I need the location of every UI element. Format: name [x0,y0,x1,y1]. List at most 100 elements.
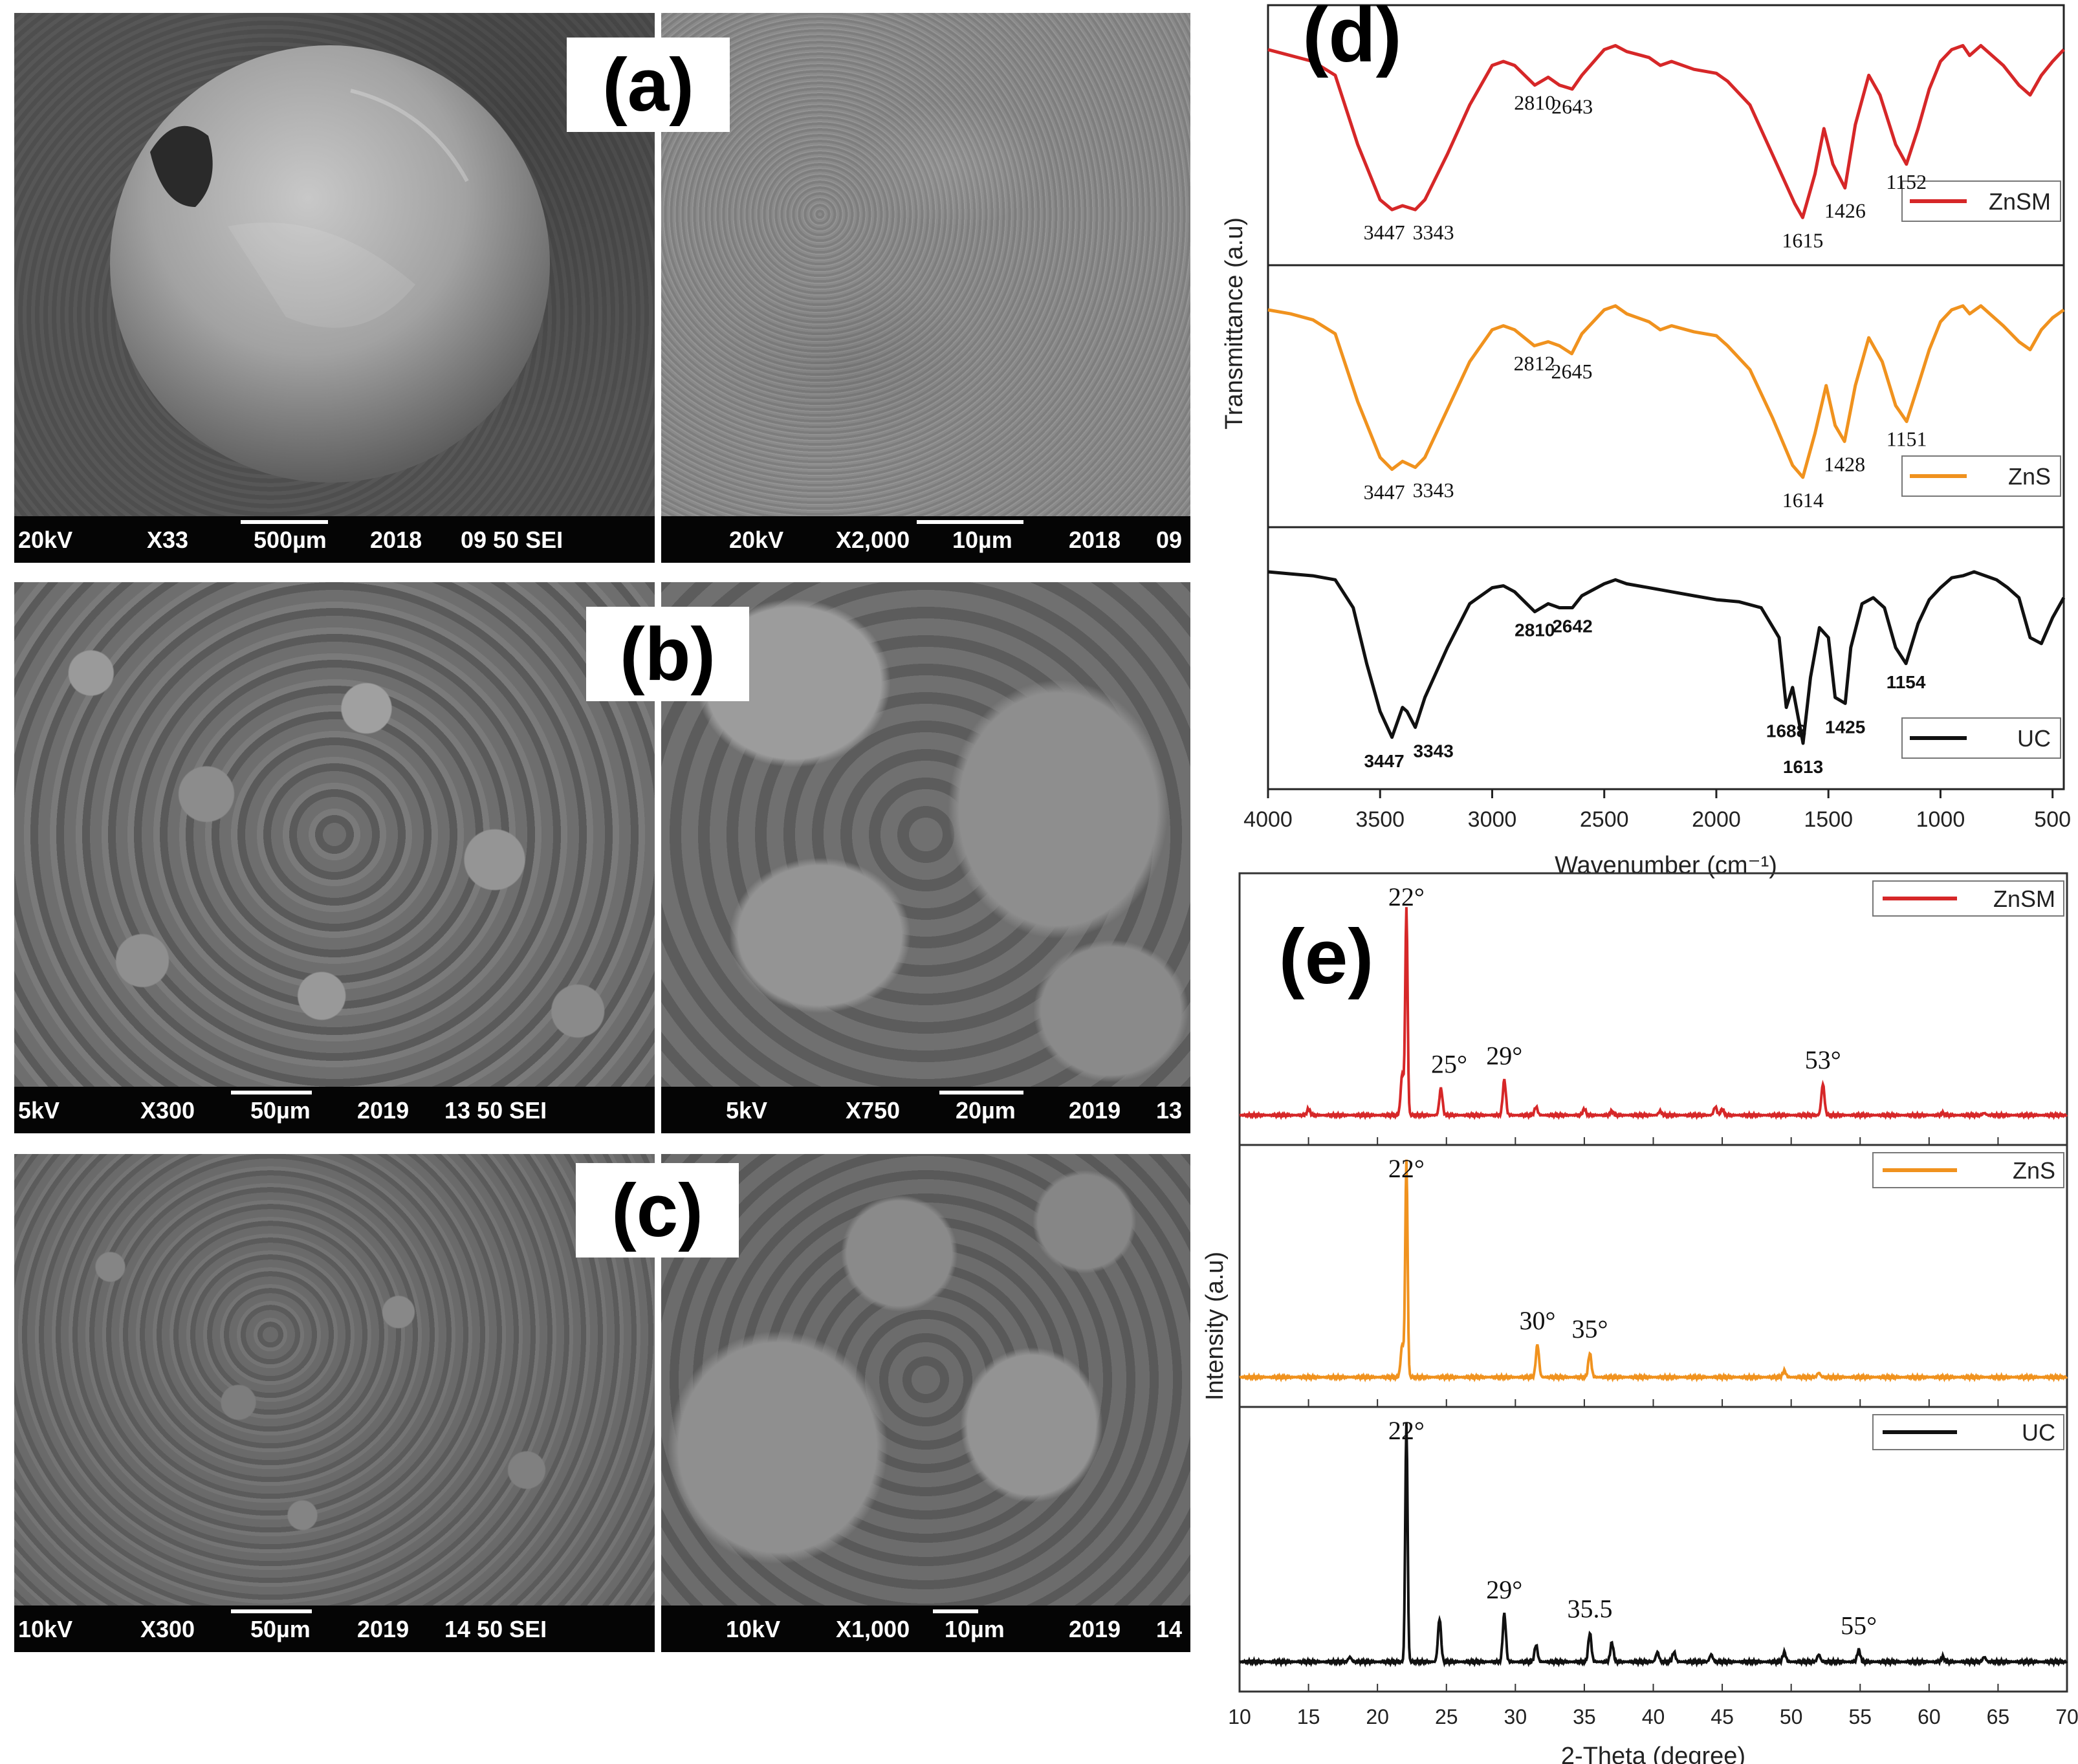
ftir-legend-label: UC [2017,725,2051,752]
xrd-x-tick-label: 25 [1435,1705,1458,1728]
panel-label-a: (a) [567,38,730,132]
sem-magnification: X300 [140,1097,195,1124]
sem-info-bar: 20kV X2,000 10µm 2018 09 [661,516,1190,563]
sem-year: 2019 [357,1616,410,1642]
ftir-peak-label: 1688 [1766,721,1806,741]
xrd-series-uc [1239,1422,2068,1668]
sem-voltage: 5kV [726,1097,768,1124]
sem-code: 09 [1156,527,1183,553]
xrd-peak-label: 30° [1519,1306,1555,1335]
xrd-x-tick-label: 70 [2055,1705,2078,1728]
sem-info-bar: 20kV X33 500µm 2018 09 50 SEI [14,516,655,563]
sem-voltage: 10kV [18,1616,73,1642]
sem-info-bar: 10kV X300 50µm 2019 14 50 SEI [14,1606,655,1652]
ftir-y-axis-label: Transmittance (a.u) [1221,217,1248,430]
xrd-x-tick-label: 55 [1848,1705,1872,1728]
sem-voltage: 20kV [729,527,784,553]
sem-texture [14,1154,655,1606]
ftir-peak-label: 1426 [1824,199,1866,222]
sem-scale-label: 500µm [254,527,327,553]
xrd-series-znsm [1239,907,2068,1120]
sem-magnification: X33 [147,527,189,553]
ftir-peak-label: 1152 [1886,170,1927,193]
sem-year: 2019 [1069,1097,1121,1124]
xrd-x-tick-label: 20 [1366,1705,1389,1728]
sem-year: 2019 [1069,1616,1121,1642]
sem-scale-bar [939,1091,1023,1094]
sem-info-bar: 10kV X1,000 10µm 2019 14 [661,1606,1190,1652]
xrd-x-tick-label: 10 [1228,1705,1251,1728]
sem-magnification: X750 [846,1097,901,1124]
ftir-legend-label: ZnS [2008,463,2051,490]
sem-texture [14,13,655,516]
sem-scale-bar [231,1091,312,1094]
xrd-series-zns [1239,1159,2068,1382]
ftir-x-tick-label: 1500 [1804,807,1853,832]
sem-year: 2018 [370,527,422,553]
ftir-peak-label: 2810 [1515,620,1555,640]
xrd-legend-label: UC [2022,1419,2055,1446]
sem-image-a-right: 20kV X2,000 10µm 2018 09 [661,13,1190,563]
ftir-series-znsm [1267,44,2065,219]
ftir-x-tick-label: 4000 [1243,807,1293,832]
ftir-legend-label: ZnSM [1989,188,2051,215]
xrd-peak-label: 22° [1388,882,1425,911]
sem-code: 13 [1156,1097,1183,1124]
panel-label-d: (d) [1302,0,1401,78]
sem-texture [661,582,1190,1087]
xrd-x-tick-label: 60 [1918,1705,1941,1728]
xrd-peak-label: 29° [1486,1575,1522,1604]
xrd-peak-label: 22° [1388,1416,1425,1445]
ftir-peak-label: 3343 [1413,221,1454,244]
xrd-legend-label: ZnS [2013,1157,2055,1184]
sem-voltage: 5kV [18,1097,60,1124]
sem-image-c-left: 10kV X300 50µm 2019 14 50 SEI [14,1154,655,1652]
ftir-x-tick-label: 3000 [1468,807,1517,832]
sem-image-a-left: 20kV X33 500µm 2018 09 50 SEI [14,13,655,563]
sem-scale-label: 20µm [956,1097,1016,1124]
panel-label-b: (b) [586,607,749,701]
ftir-x-tick-label: 2500 [1580,807,1629,832]
xrd-peak-label: 55° [1841,1611,1877,1640]
ftir-peak-label: 2645 [1551,360,1592,383]
sem-code: 14 [1156,1616,1183,1642]
sem-magnification: X300 [140,1616,195,1642]
ftir-x-axis-label: Wavenumber (cm⁻¹) [1555,852,1777,879]
sem-image-c-right: 10kV X1,000 10µm 2019 14 [661,1154,1190,1652]
xrd-y-axis-label: Intensity (a.u) [1201,1252,1229,1400]
xrd-peak-label: 22° [1388,1154,1425,1183]
ftir-x-tick-label: 2000 [1692,807,1741,832]
sem-texture [14,582,655,1087]
xrd-x-tick-label: 45 [1711,1705,1734,1728]
sem-voltage: 10kV [726,1616,781,1642]
xrd-x-tick-label: 30 [1504,1705,1527,1728]
sem-code: 13 50 SEI [444,1097,547,1124]
sem-scale-bar [241,520,328,524]
sem-texture [661,13,1190,516]
ftir-peak-label: 2812 [1514,351,1555,375]
xrd-x-tick-label: 50 [1780,1705,1803,1728]
panel-label-e: (e) [1279,913,1374,1000]
sem-code: 09 50 SEI [461,527,563,553]
ftir-peak-label: 1615 [1782,228,1823,252]
ftir-peak-label: 2810 [1514,91,1555,114]
xrd-peak-label: 25° [1431,1049,1467,1078]
xrd-legend-label: ZnSM [1993,886,2055,912]
sem-info-bar: 5kV X300 50µm 2019 13 50 SEI [14,1087,655,1133]
ftir-peak-label: 1425 [1825,717,1865,737]
ftir-peak-label: 1428 [1824,452,1865,475]
ftir-peak-label: 3343 [1413,478,1454,501]
panel-label-c: (c) [576,1163,739,1258]
sem-year: 2018 [1069,527,1121,553]
sem-texture [661,1154,1190,1606]
ftir-peak-label: 1613 [1783,757,1823,777]
ftir-peak-label: 1151 [1887,428,1927,451]
sem-code: 14 50 SEI [444,1616,547,1642]
xrd-chart: 10 15 20 25 30 35 40 45 50 55 60 65 70 2-Theta (degre… [1201,872,2078,1764]
xrd-x-tick-label: 65 [1987,1705,2010,1728]
sem-voltage: 20kV [18,527,73,553]
sem-image-b-left: 5kV X300 50µm 2019 13 50 SEI [14,582,655,1133]
sem-scale-bar [231,1609,312,1613]
sem-scale-bar [933,1609,978,1613]
xrd-peak-label: 35° [1571,1314,1608,1344]
